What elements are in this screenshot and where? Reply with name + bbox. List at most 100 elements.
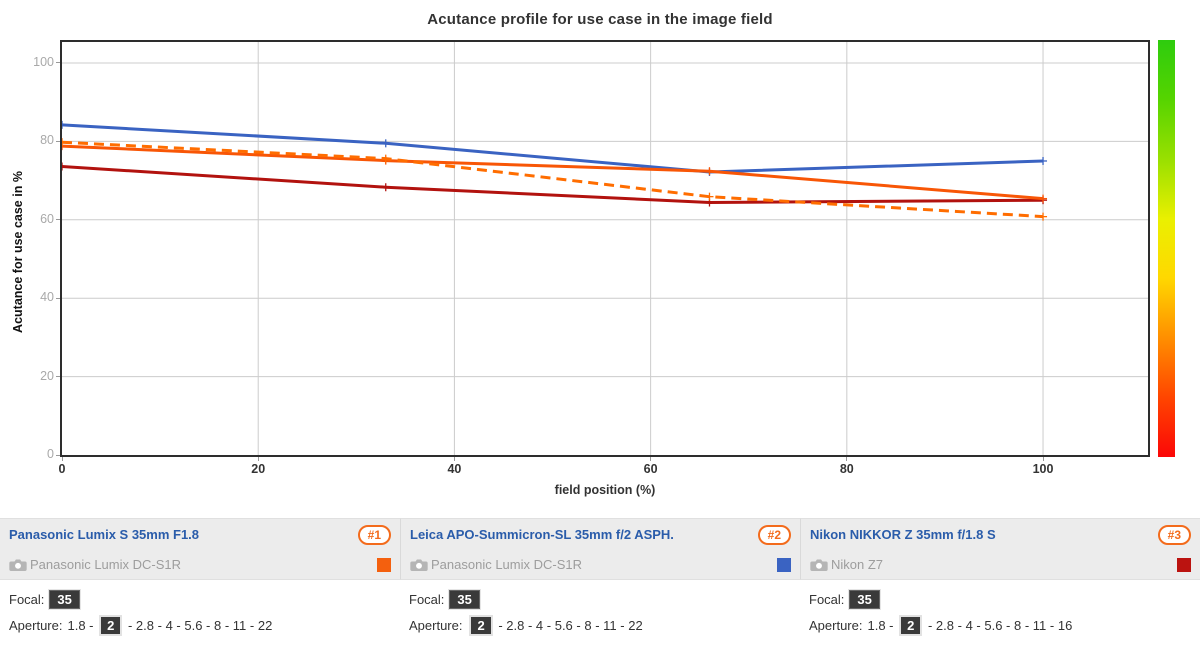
data-point-marker (1039, 194, 1048, 203)
lens-panel-2: Leica APO-Summicron-SL 35mm f/2 ASPH. #2… (400, 518, 800, 638)
x-axis-tick (453, 457, 455, 461)
camera-name: Panasonic Lumix DC-S1R (431, 557, 583, 572)
lens-panel-header: Panasonic Lumix S 35mm F1.8 #1 Panasonic… (0, 518, 400, 580)
quality-gradient-colorbar (1158, 40, 1175, 457)
aperture-label: Aperture: (9, 617, 63, 633)
aperture-value-selected[interactable]: 2 (469, 614, 493, 636)
y-tick-label: 40 (40, 290, 54, 305)
series-line-#1 (62, 144, 1044, 201)
data-point-marker (381, 154, 390, 163)
aperture-value[interactable]: 22 (628, 617, 643, 633)
data-point-marker (62, 162, 66, 171)
y-tick-label: 60 (40, 211, 54, 226)
rank-badge: #3 (1157, 524, 1191, 545)
aperture-list: 1.8 - 2 - 2.8 - 4 - 5.6 - 8 - 11 - 22 (67, 614, 273, 636)
aperture-value[interactable]: 8 (214, 617, 222, 633)
camera-name: Panasonic Lumix DC-S1R (30, 557, 182, 572)
aperture-value[interactable]: 1.8 (67, 617, 86, 633)
lens-panel-1: Panasonic Lumix S 35mm F1.8 #1 Panasonic… (0, 518, 400, 638)
x-tick-label: 20 (251, 462, 266, 476)
x-axis-tick (846, 457, 848, 461)
aperture-value[interactable]: 4 (165, 617, 173, 633)
data-point-marker (705, 167, 714, 176)
focal-value-badge[interactable]: 35 (49, 590, 80, 609)
aperture-value[interactable]: 4 (535, 617, 544, 633)
aperture-value[interactable]: 11 (232, 617, 247, 633)
data-point-marker (1039, 156, 1048, 165)
series-color-swatch (777, 557, 791, 572)
series-line-#3 (62, 165, 1044, 205)
camera-icon (410, 558, 428, 571)
aperture-value-selected[interactable]: 2 (899, 614, 923, 636)
y-tick-label: 100 (33, 54, 54, 69)
aperture-list: 2 - 2.8 - 4 - 5.6 - 8 - 11 - 22 (467, 614, 643, 636)
series-color-swatch (377, 557, 391, 572)
y-axis-tick (56, 140, 60, 142)
data-point-marker (62, 138, 66, 147)
chart-plot-area (62, 42, 1148, 455)
y-axis-title: Acutance for use case in % (11, 171, 25, 333)
x-axis-tick (650, 457, 652, 461)
x-axis-title: field position (%) (554, 483, 656, 497)
series-line-#1-dashed (62, 140, 1044, 219)
y-axis-tick (56, 454, 60, 456)
camera-name: Nikon Z7 (831, 557, 884, 572)
aperture-value[interactable]: 5.6 (554, 617, 573, 633)
data-point-marker (1039, 212, 1048, 221)
aperture-value[interactable]: 5.6 (184, 617, 203, 633)
chart-title: Acutance profile for use case in the ima… (427, 11, 773, 28)
aperture-value[interactable]: 8 (584, 617, 592, 633)
x-tick-label: 0 (58, 462, 66, 476)
aperture-value[interactable]: 16 (1057, 617, 1073, 633)
y-tick-label: 20 (40, 368, 54, 383)
lens-panel-settings: Focal: 35 Aperture: 1.8 - 2 - 2.8 - 4 - … (800, 580, 1200, 638)
aperture-value[interactable]: 5.6 (984, 617, 1003, 633)
data-point-marker (381, 139, 390, 148)
x-tick-label: 60 (643, 462, 658, 476)
rank-badge: #1 (357, 524, 391, 545)
camera-icon (9, 558, 27, 571)
y-axis-tick (56, 219, 60, 221)
focal-label: Focal: (9, 592, 45, 607)
y-axis-tick (56, 376, 60, 378)
data-point-marker (62, 142, 66, 151)
lens-name-link[interactable]: Panasonic Lumix S 35mm F1.8 (9, 527, 200, 542)
aperture-label: Aperture: (809, 617, 863, 633)
lens-name-link[interactable]: Leica APO-Summicron-SL 35mm f/2 ASPH. (410, 527, 674, 542)
aperture-value-selected[interactable]: 2 (99, 614, 123, 636)
y-tick-label: 80 (40, 133, 54, 148)
y-axis-tick (56, 62, 60, 64)
lens-panel-header: Nikon NIKKOR Z 35mm f/1.8 S #3 Nikon Z7 (800, 518, 1200, 580)
aperture-value[interactable]: 11 (1032, 617, 1047, 633)
aperture-value[interactable]: 2.8 (935, 617, 954, 633)
lens-panel-header: Leica APO-Summicron-SL 35mm f/2 ASPH. #2… (400, 518, 800, 580)
camera-icon (810, 558, 828, 571)
data-point-marker (381, 183, 390, 192)
aperture-value[interactable]: 1.8 (867, 617, 886, 633)
focal-label: Focal: (809, 592, 845, 607)
aperture-value[interactable]: 11 (603, 617, 617, 633)
aperture-value[interactable]: 2.8 (135, 617, 154, 633)
y-axis-tick (56, 297, 60, 299)
lens-panel-settings: Focal: 35 Aperture: 1.8 - 2 - 2.8 - 4 - … (0, 580, 400, 638)
aperture-value[interactable]: 2.8 (506, 617, 525, 633)
series-line-#2 (62, 123, 1044, 174)
focal-value-badge[interactable]: 35 (849, 590, 880, 609)
x-tick-label: 40 (447, 462, 462, 476)
aperture-value[interactable]: 8 (1014, 617, 1022, 633)
aperture-list: 1.8 - 2 - 2.8 - 4 - 5.6 - 8 - 11 - 16 (867, 614, 1073, 636)
series-color-swatch (1177, 557, 1191, 572)
x-axis-tick (257, 457, 259, 461)
x-tick-label: 100 (1032, 462, 1054, 476)
x-tick-label: 80 (839, 462, 854, 476)
focal-value-badge[interactable]: 35 (449, 590, 480, 609)
lens-panel-3: Nikon NIKKOR Z 35mm f/1.8 S #3 Nikon Z7 … (800, 518, 1200, 638)
data-point-marker (62, 120, 66, 129)
aperture-value[interactable]: 4 (965, 617, 973, 633)
lens-comparison-legend: Panasonic Lumix S 35mm F1.8 #1 Panasonic… (0, 518, 1200, 638)
aperture-value[interactable]: 22 (257, 617, 273, 633)
gridlines (62, 42, 1148, 455)
lens-name-link[interactable]: Nikon NIKKOR Z 35mm f/1.8 S (810, 527, 996, 542)
data-point-marker (705, 192, 714, 201)
